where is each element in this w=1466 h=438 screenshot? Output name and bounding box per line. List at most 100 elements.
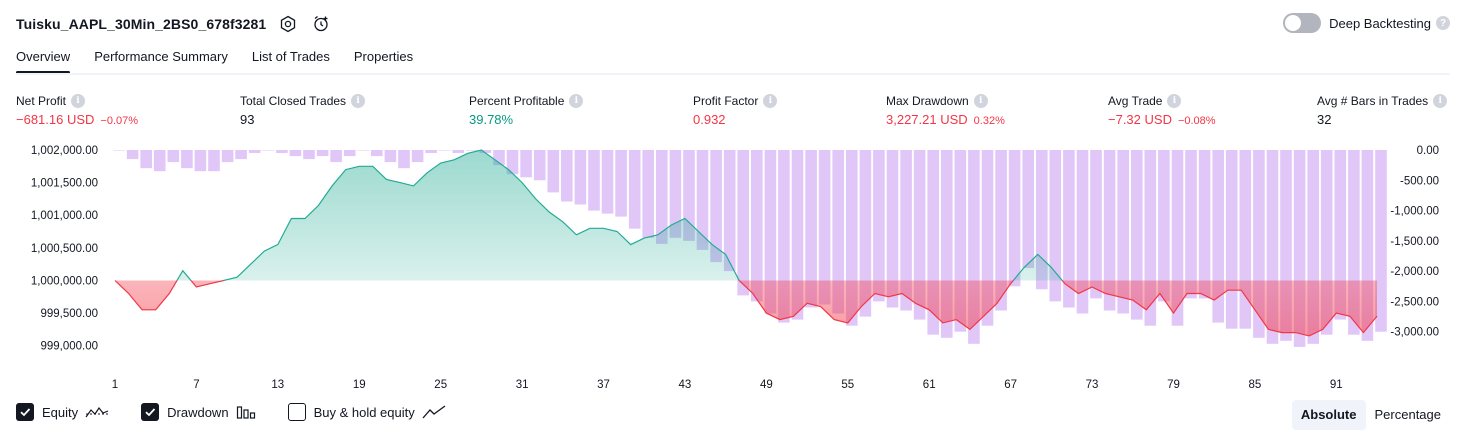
toggle-knob bbox=[1285, 15, 1302, 31]
drawdown-bar bbox=[208, 150, 220, 172]
left-axis-tick-label: 1,001,000.00 bbox=[31, 210, 98, 222]
info-icon[interactable]: i bbox=[569, 94, 584, 108]
drawdown-bar bbox=[941, 150, 953, 338]
drawdown-bar bbox=[438, 150, 451, 151]
metric-value: 3,227.21 USD bbox=[886, 112, 968, 127]
settings-gear-icon[interactable] bbox=[276, 12, 300, 36]
equity-checkbox[interactable] bbox=[16, 403, 34, 421]
drawdown-bar bbox=[1185, 150, 1197, 299]
info-icon[interactable]: i bbox=[1167, 94, 1182, 108]
info-icon[interactable]: i bbox=[351, 94, 366, 108]
info-icon[interactable]: i bbox=[973, 94, 988, 108]
drawdown-bar bbox=[520, 150, 532, 178]
metric-label: Total Closed Trades bbox=[240, 94, 347, 108]
metric-percent: −0.08% bbox=[1177, 115, 1216, 127]
help-icon[interactable]: ? bbox=[1436, 16, 1450, 30]
metric-percent: 0.32% bbox=[973, 115, 1005, 127]
x-axis-tick-label: 31 bbox=[516, 379, 529, 391]
drawdown-bar bbox=[574, 150, 587, 205]
drawdown-bar bbox=[818, 150, 831, 305]
drawdown-bar bbox=[371, 150, 383, 157]
deep-backtesting-toggle[interactable] bbox=[1283, 13, 1322, 33]
metric-label: Max Drawdown bbox=[886, 94, 969, 108]
drawdown-bar bbox=[1361, 150, 1374, 341]
drawdown-bar bbox=[316, 150, 329, 157]
drawdown-bar bbox=[981, 150, 994, 326]
equity-area-positive bbox=[115, 150, 1377, 281]
metric-value: −7.32 USD bbox=[1108, 112, 1172, 127]
drawdown-bar bbox=[1334, 150, 1347, 320]
drawdown-bar bbox=[601, 150, 614, 214]
tab-overview[interactable]: Overview bbox=[16, 45, 71, 74]
add-alert-clock-icon[interactable] bbox=[310, 12, 334, 36]
metric-value: −681.16 USD bbox=[16, 112, 95, 127]
metric-value: 0.932 bbox=[693, 112, 726, 127]
equity-drawdown-chart[interactable]: 1,002,000.00 1,001,500.00 1,001,000.00 1,00… bbox=[0, 140, 1466, 402]
metric-percent: −0.07% bbox=[100, 115, 139, 127]
x-axis-tick-label: 91 bbox=[1330, 379, 1343, 391]
tab-properties[interactable]: Properties bbox=[353, 49, 414, 64]
drawdown-bar bbox=[1063, 150, 1075, 308]
drawdown-bar bbox=[1008, 150, 1021, 287]
buy-hold-toggle[interactable]: Buy & hold equity bbox=[287, 403, 446, 421]
info-icon[interactable]: i bbox=[71, 94, 86, 108]
drawdown-bar bbox=[330, 150, 342, 163]
metric-label: Profit Factor bbox=[693, 94, 759, 108]
equity-toggle[interactable]: Equity bbox=[16, 403, 109, 421]
drawdown-bar bbox=[126, 150, 139, 160]
drawdown-bar bbox=[1293, 150, 1306, 347]
drawdown-bar bbox=[343, 150, 356, 157]
x-axis-tick-label: 43 bbox=[679, 379, 692, 391]
info-icon[interactable]: i bbox=[1433, 94, 1448, 108]
drawdown-bar bbox=[1239, 150, 1252, 329]
drawdown-bar bbox=[1198, 150, 1211, 299]
left-axis-tick-label: 999,500.00 bbox=[40, 308, 98, 320]
drawdown-bar bbox=[737, 150, 749, 296]
drawdown-bar bbox=[276, 150, 288, 153]
strategy-header: Tuisku_AAPL_30Min_2BS0_678f3281 bbox=[16, 12, 334, 36]
drawdown-bar bbox=[452, 150, 465, 153]
metric-value: 39.78% bbox=[469, 112, 514, 127]
buy-hold-checkbox[interactable] bbox=[287, 403, 306, 421]
left-axis-tick-label: 1,000,000.00 bbox=[31, 276, 98, 288]
absolute-button[interactable]: Absolute bbox=[1291, 400, 1366, 430]
drawdown-bar bbox=[927, 150, 939, 335]
drawdown-bar bbox=[1036, 150, 1048, 290]
drawdown-bar bbox=[1090, 150, 1102, 299]
drawdown-bar bbox=[1117, 150, 1129, 314]
tab-performance-summary[interactable]: Performance Summary bbox=[94, 49, 228, 64]
metric-label: Avg # Bars in Trades bbox=[1317, 94, 1429, 108]
drawdown-toggle[interactable]: Drawdown bbox=[141, 403, 255, 421]
drawdown-checkbox[interactable] bbox=[141, 403, 160, 421]
drawdown-bar bbox=[778, 150, 790, 323]
info-icon[interactable]: i bbox=[763, 94, 778, 108]
equity-line-icon bbox=[85, 405, 109, 419]
metric-value: 32 bbox=[1317, 112, 1332, 127]
right-axis-tick-label: 0.00 bbox=[1417, 145, 1439, 157]
tab-list-of-trades[interactable]: List of Trades bbox=[251, 49, 330, 64]
drawdown-bar bbox=[1307, 150, 1319, 344]
tabs-divider bbox=[16, 73, 1450, 75]
drawdown-bar bbox=[479, 150, 492, 153]
drawdown-bar bbox=[289, 150, 302, 157]
drawdown-bar bbox=[642, 150, 654, 238]
drawdown-bar bbox=[805, 150, 817, 308]
equity-label: Equity bbox=[42, 404, 79, 420]
x-axis-tick-label: 25 bbox=[434, 379, 447, 391]
drawdown-bar bbox=[181, 150, 193, 169]
drawdown-bar bbox=[1253, 150, 1265, 338]
drawdown-bar bbox=[1076, 150, 1089, 314]
x-axis-tick-label: 67 bbox=[1004, 379, 1017, 391]
percentage-button[interactable]: Percentage bbox=[1374, 407, 1442, 422]
metric-value: 93 bbox=[240, 112, 255, 127]
drawdown-bar bbox=[900, 150, 912, 311]
chart-legend: Equity Drawdown Buy & hold equity bbox=[16, 403, 478, 421]
drawdown-bar bbox=[248, 150, 261, 153]
drawdown-bar bbox=[1280, 150, 1292, 341]
metric-net-profit: Net Profit i −681.16 USD −0.07% bbox=[16, 94, 138, 127]
drawdown-bar bbox=[913, 150, 926, 320]
drawdown-bar bbox=[167, 150, 180, 163]
drawdown-bar bbox=[357, 150, 370, 151]
drawdown-bar bbox=[466, 150, 478, 151]
buy-hold-label: Buy & hold equity bbox=[313, 404, 415, 420]
